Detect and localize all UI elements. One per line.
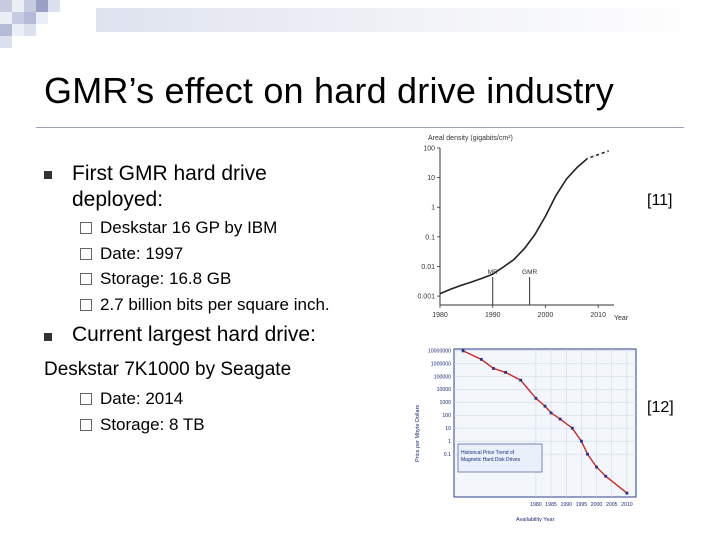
chart2-y-tick-label: 100000: [434, 374, 451, 380]
chart1-y-tick-label: 0.001: [417, 294, 435, 301]
chart1-x-tick-label: 1990: [485, 312, 501, 319]
chart2-x-tick-label: 2010: [621, 502, 633, 508]
chart2-y-tick-label: 10: [445, 426, 451, 432]
chart1-annotation-label: GMR: [522, 269, 537, 276]
sub-bullet: Date: 2014: [80, 389, 183, 409]
decor-square: [0, 36, 12, 48]
checkbox-icon: [80, 299, 92, 311]
chart2-data-point: [595, 465, 598, 469]
chart2-ylabel: Price per Mbyte Dollars: [415, 405, 421, 462]
chart2-x-tick-label: 2000: [591, 502, 603, 508]
chart2-data-point: [543, 404, 547, 408]
chart1-x-tick-label: 1980: [432, 312, 448, 319]
decor-square: [24, 0, 36, 12]
sub-bullet: Deskstar 16 GP by IBM: [80, 218, 277, 238]
chart2-x-tick-label: 1985: [545, 502, 557, 508]
chart2-y-tick-label: 1000: [439, 400, 451, 406]
reference-12: [12]: [647, 399, 674, 416]
bullet-current-largest: Current largest hard drive:: [72, 323, 316, 346]
chart2-data-point: [519, 378, 523, 382]
chart1-y-tick-label: 0.01: [421, 264, 435, 271]
chart2-x-tick-label: 1995: [576, 502, 588, 508]
decor-square: [12, 24, 24, 36]
chart2-y-tick-label: 10000000: [428, 348, 451, 354]
price-trend-chart: 1000000010000001000001000010001001010.1 …: [415, 348, 637, 523]
chart2-inner-title-box: [457, 443, 543, 473]
chart1-x-tick-label: 2000: [538, 312, 554, 319]
sub-bullet-text: 2.7 billion bits per square inch.: [100, 295, 330, 314]
chart2-y-tick-label: 10000: [437, 387, 452, 393]
decor-square: [12, 12, 24, 24]
decor-square: [24, 12, 36, 24]
chart2-plot-bg: [453, 348, 637, 498]
sub-bullet: Date: 1997: [80, 244, 183, 264]
sub-bullet-text: Storage: 16.8 GB: [100, 269, 232, 288]
chart1-y-tick-label: 0.1: [425, 234, 435, 241]
sub-bullet-text: Date: 1997: [100, 244, 184, 263]
decor-square: [36, 0, 48, 12]
decor-square: [0, 12, 12, 24]
decor-square: [24, 24, 36, 36]
sub-bullet-text: Storage: 8 TB: [100, 415, 205, 434]
bullet-square-icon: [44, 333, 52, 341]
chart2-data-point: [461, 349, 465, 353]
checkbox-icon: [80, 248, 92, 260]
chart1-x-tick-label: 2010: [590, 312, 606, 319]
chart2-xlabel: Availability Year: [516, 517, 555, 523]
chart2-data-point: [604, 474, 608, 478]
chart1-y-tick-label: 1: [431, 205, 435, 212]
checkbox-icon: [80, 222, 92, 234]
decor-square: [48, 0, 60, 12]
chart2-data-point: [625, 491, 629, 495]
checkbox-icon: [80, 273, 92, 285]
chart2-data-point: [534, 396, 538, 400]
chart2-data-point: [586, 452, 589, 456]
title-divider: [36, 127, 684, 128]
areal-density-chart: Areal density (gigabits/cm²) 0.001 0.01 0.…: [417, 135, 629, 322]
chart2-data-point: [580, 439, 583, 443]
decor-square: [36, 12, 48, 24]
chart2-y-tick-label: 1000000: [431, 361, 451, 367]
sub-bullet: 2.7 billion bits per square inch.: [80, 295, 330, 315]
chart1-y-tick-label: 100: [423, 146, 435, 153]
chart2-data-point: [492, 367, 495, 370]
seagate-line: Deskstar 7K1000 by Seagate: [44, 359, 292, 380]
chart2-x-tick-label: 1990: [560, 502, 572, 508]
chart2-data-point: [479, 357, 483, 361]
header-band: [96, 8, 720, 32]
chart2-y-tick-label: 100: [442, 413, 451, 419]
checkbox-icon: [80, 419, 92, 431]
chart2-y-tick-label: 0.1: [444, 452, 451, 458]
sub-bullet-text: Date: 2014: [100, 389, 184, 408]
decor-square: [0, 0, 12, 12]
bullet-square-icon: [44, 171, 52, 179]
chart2-data-point: [570, 426, 574, 430]
chart2-data-point: [549, 411, 553, 415]
decor-square: [0, 24, 12, 36]
sub-bullet: Storage: 8 TB: [80, 415, 205, 435]
sub-bullet-text: Deskstar 16 GP by IBM: [100, 218, 278, 237]
chart1-xlabel: Year: [614, 315, 629, 322]
chart2-data-point: [504, 370, 507, 374]
decor-square: [12, 0, 24, 12]
corner-decoration: [0, 0, 720, 60]
chart2-y-tick-label: 1: [448, 439, 451, 445]
chart1-annotation-label: MR: [488, 269, 498, 276]
checkbox-icon: [80, 393, 92, 405]
sub-bullet: Storage: 16.8 GB: [80, 269, 231, 289]
chart1-series-line: [439, 150, 609, 295]
chart2-x-tick-label: 1980: [530, 502, 542, 508]
chart1-title: Areal density (gigabits/cm²): [428, 135, 513, 142]
chart2-x-tick-label: 2005: [606, 502, 618, 508]
bullet-first-gmr: First GMR hard drive deployed:: [72, 162, 267, 211]
chart1-dashed-tail: [587, 150, 609, 160]
chart2-data-point: [558, 417, 562, 421]
chart1-y-tick-label: 10: [427, 175, 435, 182]
slide-title: GMR’s effect on hard drive industry: [44, 70, 614, 111]
reference-11: [11]: [647, 192, 673, 209]
chart2-title: Historical Price Trend of Magnetic Hard D…: [461, 450, 521, 463]
